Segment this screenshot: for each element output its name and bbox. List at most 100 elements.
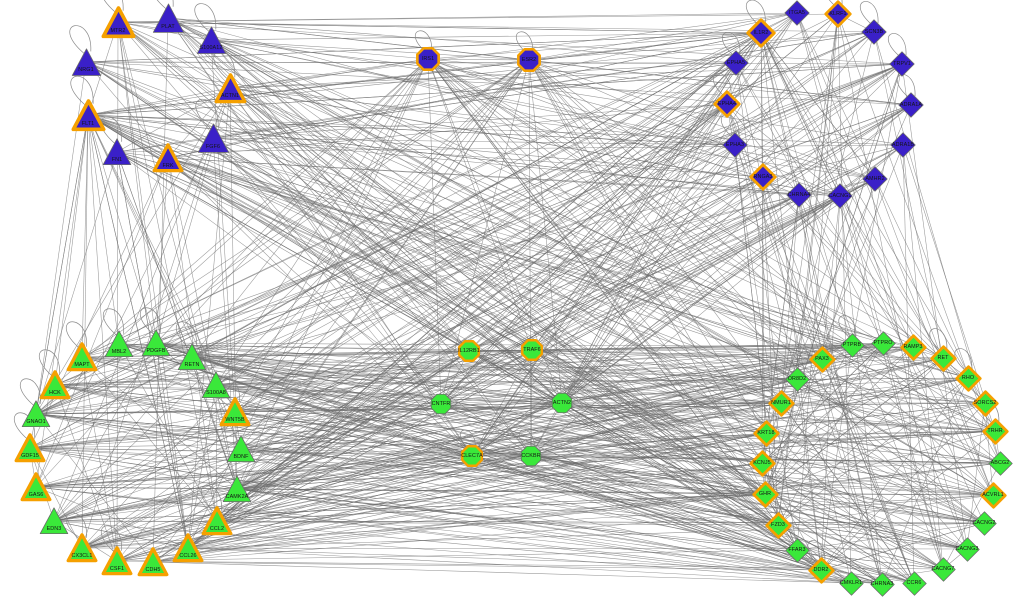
triangle-glyph bbox=[101, 546, 133, 576]
graph-node-epha3[interactable]: EPHA3 bbox=[722, 132, 748, 158]
graph-node-trpv1[interactable]: TRPV1 bbox=[889, 51, 915, 77]
graph-node-cacng3[interactable]: CACNG3 bbox=[954, 536, 980, 562]
graph-node-mtr2[interactable]: MTR2 bbox=[101, 5, 135, 39]
graph-node-cckbr[interactable]: CCKBR bbox=[520, 445, 542, 467]
graph-node-cntfr[interactable]: CNTFR bbox=[430, 393, 452, 415]
graph-node-adra1b[interactable]: ADRA1B bbox=[890, 132, 916, 158]
graph-node-gnao1[interactable]: GNAO1 bbox=[21, 399, 51, 429]
graph-node-clec7a[interactable]: CLEC7A bbox=[461, 445, 483, 467]
edge bbox=[117, 21, 968, 550]
graph-node-ccr6[interactable]: CCR6 bbox=[901, 570, 927, 596]
graph-node-klrf1[interactable]: KLRF1 bbox=[824, 0, 852, 28]
graph-node-il12rb1[interactable]: IL12RB1 bbox=[458, 340, 480, 362]
graph-node-kcnj5[interactable]: KCNJ5 bbox=[748, 449, 776, 477]
graph-node-actn1[interactable]: ACTN1 bbox=[214, 72, 246, 104]
graph-node-gas6[interactable]: GAS6 bbox=[20, 472, 52, 502]
graph-node-sorcs2[interactable]: SORCS2 bbox=[971, 389, 999, 417]
graph-node-mbl2[interactable]: MBL2 bbox=[104, 329, 134, 359]
edge bbox=[873, 31, 944, 359]
self-loop-edge bbox=[66, 512, 88, 540]
graph-node-frk[interactable]: FRK bbox=[152, 143, 184, 173]
graph-node-ghr[interactable]: GHR bbox=[751, 480, 779, 508]
graph-node-hck[interactable]: HCK bbox=[39, 370, 71, 400]
graph-node-camk2a[interactable]: CAMK2A bbox=[222, 474, 252, 504]
graph-node-fgf6[interactable]: FGF6 bbox=[197, 122, 230, 155]
triangle-glyph bbox=[152, 143, 184, 173]
graph-node-adra1a[interactable]: ADRA1A bbox=[898, 92, 924, 118]
self-loop-edge bbox=[887, 33, 907, 58]
graph-node-edn3[interactable]: EDN3 bbox=[39, 506, 69, 536]
graph-node-ptpro[interactable]: PTPRO bbox=[870, 330, 896, 356]
graph-node-rnga3[interactable]: RNGA3 bbox=[749, 163, 777, 191]
graph-node-irs1[interactable]: IRS1 bbox=[416, 47, 440, 71]
graph-node-trhr[interactable]: TRHR bbox=[981, 417, 1009, 445]
edge bbox=[117, 21, 903, 65]
graph-node-cacng7[interactable]: CACNG7 bbox=[930, 556, 956, 582]
graph-node-csf1[interactable]: CSF1 bbox=[101, 546, 133, 576]
edge bbox=[240, 448, 883, 585]
edge bbox=[35, 137, 214, 488]
graph-node-cacng2[interactable]: CACNG2 bbox=[971, 510, 997, 536]
graph-node-ccl26[interactable]: CCL26 bbox=[172, 533, 204, 563]
graph-node-fzd3[interactable]: FZD3 bbox=[764, 511, 792, 539]
graph-node-ramp3[interactable]: RAMP3 bbox=[899, 333, 927, 361]
edge bbox=[117, 21, 762, 34]
graph-node-il1r2[interactable]: IL1R2 bbox=[746, 18, 776, 48]
graph-node-wnt5b[interactable]: WNT5B bbox=[219, 397, 251, 427]
graph-node-bdnf[interactable]: BDNF bbox=[226, 434, 256, 464]
graph-node-acvrl1[interactable]: ACVRL1 bbox=[979, 481, 1007, 509]
edge bbox=[35, 486, 189, 549]
graph-node-ddr2[interactable]: DDR2 bbox=[807, 556, 835, 584]
graph-node-ret[interactable]: RET bbox=[929, 344, 957, 372]
edge bbox=[54, 384, 563, 404]
graph-node-pax3[interactable]: PAX3 bbox=[808, 345, 836, 373]
graph-node-cacng1[interactable]: CACNG1 bbox=[827, 183, 853, 209]
graph-node-chrna4[interactable]: CHRNA4 bbox=[786, 182, 812, 208]
edge bbox=[764, 342, 884, 495]
edge bbox=[236, 378, 798, 490]
graph-node-actn2[interactable]: ACTN2 bbox=[551, 392, 573, 414]
edge bbox=[528, 59, 563, 404]
graph-node-or8d2[interactable]: OR8D2 bbox=[784, 366, 810, 392]
graph-node-epha5[interactable]: EPHA5 bbox=[723, 50, 749, 76]
graph-node-s100a8[interactable]: S100A8 bbox=[201, 370, 231, 400]
graph-node-ffar3[interactable]: FFAR3 bbox=[784, 537, 810, 563]
edge bbox=[229, 12, 798, 89]
triangle-glyph bbox=[177, 343, 207, 371]
edge bbox=[187, 462, 763, 549]
graph-node-nmur1[interactable]: NMUR1 bbox=[767, 389, 795, 417]
graph-node-cdh5[interactable]: CDH5 bbox=[137, 547, 169, 577]
graph-node-retn[interactable]: RETN bbox=[177, 342, 207, 372]
edge bbox=[81, 12, 798, 358]
edge bbox=[760, 32, 994, 496]
graph-node-amhr2[interactable]: AMHR2 bbox=[862, 166, 888, 192]
graph-node-cmklr1[interactable]: CMKLR1 bbox=[838, 570, 864, 596]
edge bbox=[85, 61, 912, 106]
graph-node-epha4[interactable]: EPHA4 bbox=[713, 90, 741, 118]
graph-node-krt18[interactable]: KRT18 bbox=[752, 419, 780, 447]
graph-node-traf6[interactable]: TRAF6 bbox=[521, 339, 543, 361]
graph-node-scn3b[interactable]: SCN3B bbox=[861, 19, 887, 45]
graph-node-ptprb[interactable]: PTPRB bbox=[839, 332, 865, 358]
graph-node-pdgfb[interactable]: PDGFB bbox=[141, 328, 171, 358]
graph-node-rho[interactable]: RHO bbox=[954, 364, 982, 392]
graph-node-plat[interactable]: PLAT bbox=[152, 2, 185, 35]
graph-node-flt1[interactable]: FLT1 bbox=[71, 98, 105, 132]
graph-node-cx3cl1[interactable]: CX3CL1 bbox=[66, 533, 98, 563]
diamond-glyph bbox=[839, 332, 865, 358]
graph-node-ccl2[interactable]: CCL2 bbox=[201, 506, 233, 536]
graph-node-s100a12[interactable]: S100A12 bbox=[196, 25, 227, 56]
graph-node-mapt[interactable]: MAPT bbox=[66, 342, 98, 372]
graph-node-itga5[interactable]: ITGA5 bbox=[784, 0, 810, 26]
graph-node-abcg2[interactable]: ABCG2 bbox=[987, 450, 1013, 476]
graph-node-chrna3[interactable]: CHRNA3 bbox=[869, 571, 895, 597]
edge bbox=[117, 21, 875, 33]
graph-node-fn1[interactable]: FN1 bbox=[102, 137, 132, 167]
edge bbox=[212, 137, 841, 197]
graph-node-gdf15[interactable]: GDF15 bbox=[14, 433, 46, 463]
graph-node-esr2[interactable]: ESR2 bbox=[517, 48, 541, 72]
graph-node-nrg1[interactable]: NRG1 bbox=[71, 47, 102, 78]
triangle-glyph bbox=[66, 533, 98, 563]
edge bbox=[839, 195, 883, 585]
